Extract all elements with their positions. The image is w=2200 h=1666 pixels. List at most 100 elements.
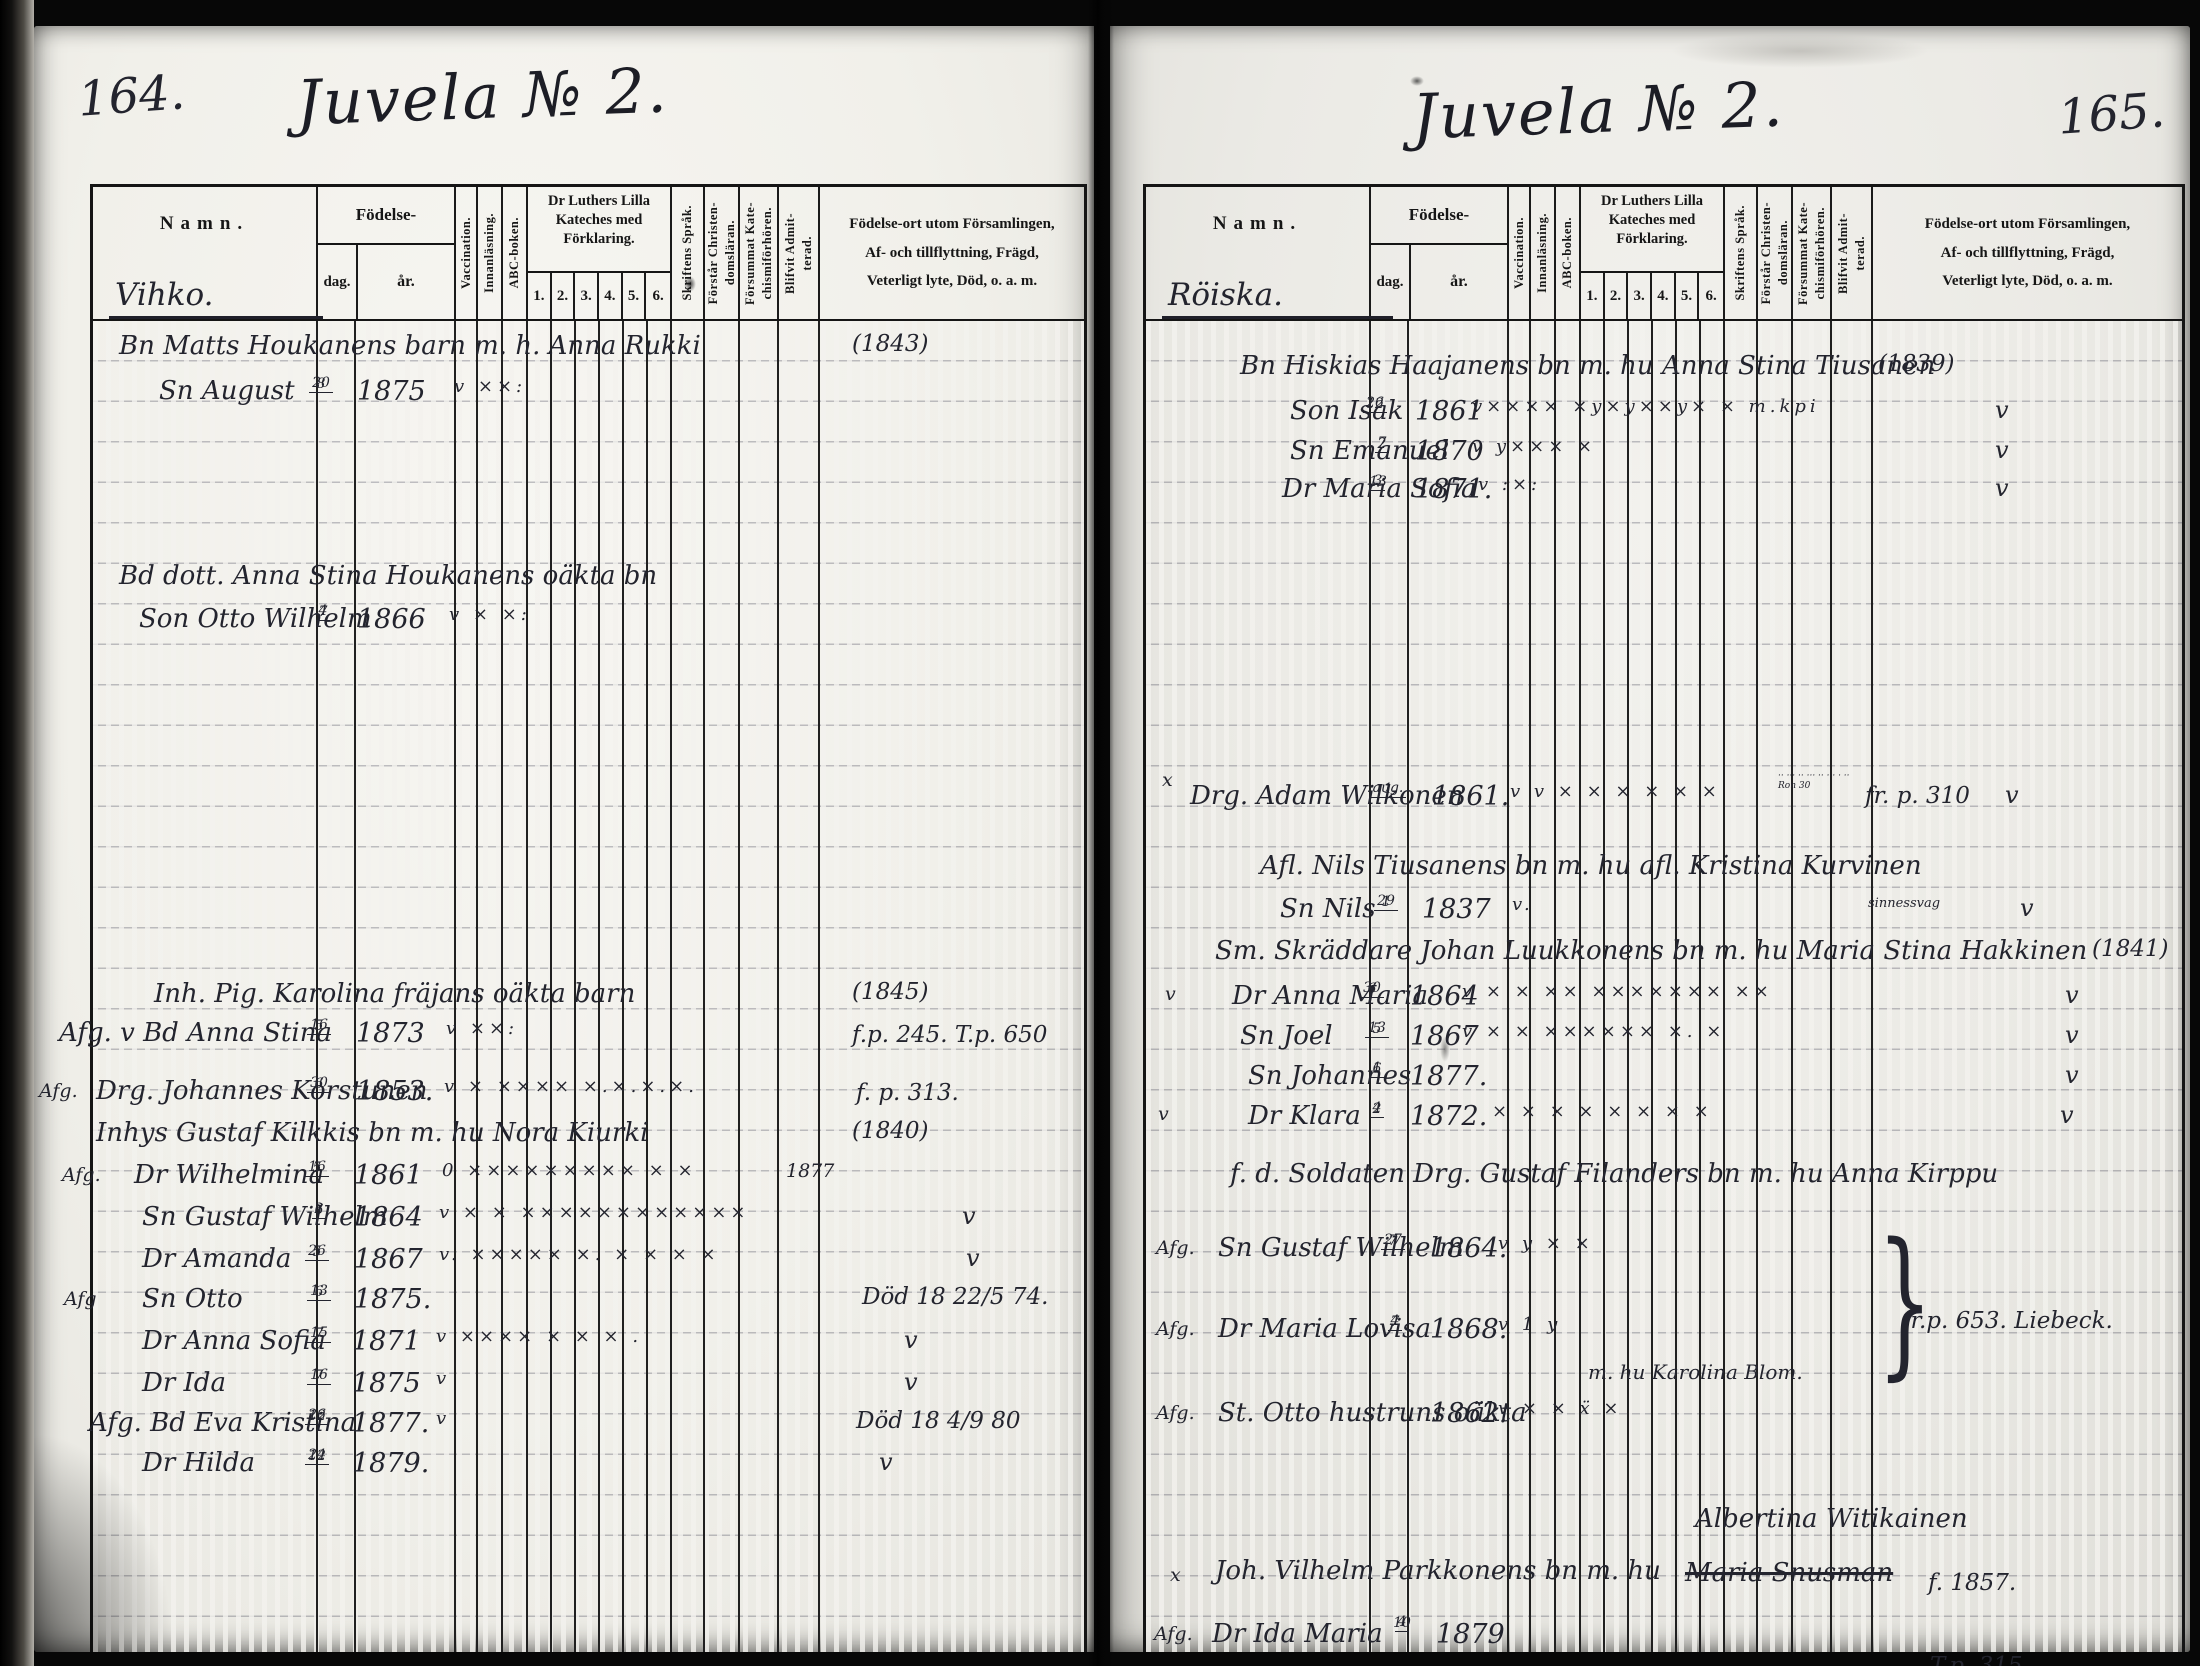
birth-day: 24	[305, 1448, 329, 1465]
person-name: Afg. v Bd Anna Stina	[59, 1018, 332, 1048]
person-name: Bn Matts Houkanens barn m. h. Anna Rukki	[119, 331, 701, 361]
check-mark: v	[2065, 1021, 2079, 1049]
body-col	[1725, 321, 1758, 1652]
person-name: Drg. Adam Wilkonen	[1190, 781, 1464, 811]
left-page: 164. Juvela № 2. Namn. Vihko. Födelse- d…	[34, 26, 1094, 1652]
birth-year: 1879	[1436, 1619, 1505, 1650]
margin-note: x	[1162, 769, 1173, 791]
body-col	[356, 321, 456, 1652]
birth-day: 20	[309, 376, 333, 393]
birth-month: 12	[1366, 396, 1384, 412]
birth-day: 3	[1370, 474, 1386, 491]
exam-marks: v × × ẍ ×	[1498, 1398, 1623, 1419]
birth-month: 6	[314, 1202, 324, 1218]
column-abc-boken: ABC-boken.	[503, 187, 528, 319]
column-skriftens-sprak: Skriftens Språk.	[672, 187, 705, 319]
kateches-col-5: 5.	[1676, 273, 1700, 319]
table-header: Namn. Röiska. Födelse- dag. år. Vaccinat…	[1146, 187, 2182, 321]
birth-year: 1853.	[356, 1076, 434, 1107]
fodelseort-line: Födelse-ort utom Församlingen,	[849, 216, 1055, 233]
admitted-year: 1877	[786, 1160, 835, 1182]
birth-year: 1879.	[352, 1448, 430, 1479]
body-col	[552, 321, 576, 1652]
column-kateches: Dr Luthers Lilla Kateches med Förklaring…	[1581, 187, 1725, 319]
kateches-col-5: 5.	[623, 273, 647, 319]
corrected-name: Albertina Witikainen	[1695, 1504, 1968, 1534]
birth-year: 1875.	[354, 1284, 432, 1315]
person-name: Sn Otto	[142, 1284, 243, 1314]
check-mark: v	[2005, 781, 2019, 809]
body-col	[576, 321, 600, 1652]
birth-day: 26	[305, 1244, 329, 1261]
exam-marks: v. ××××× ×. × × × ×	[439, 1244, 720, 1265]
column-kateches-title: Dr Luthers Lilla Kateches med Förklaring…	[1581, 187, 1723, 271]
birth-year: 1872.	[1410, 1101, 1488, 1132]
person-name: Sn Joel	[1240, 1021, 1333, 1051]
exam-marks: v y××× ×	[1472, 436, 1597, 457]
column-ar-label: år.	[397, 273, 415, 290]
kateches-col-6: 6.	[1705, 287, 1717, 304]
column-forsummat: Försummat Kate-chismiförhören.	[740, 187, 779, 319]
body-col	[1531, 321, 1556, 1652]
birth-month: 8	[316, 376, 326, 392]
birth-month: 1	[1381, 894, 1391, 910]
fodelseort-line: Veterligt lyte, Död, o. a. m.	[1942, 273, 2113, 290]
birth-year: 1870	[1415, 436, 1484, 467]
kateches-line: Förklaring.	[563, 230, 635, 247]
person-name: Dr Anna Maria	[1232, 981, 1428, 1011]
check-mark: v	[1995, 474, 2009, 502]
body-col	[478, 321, 503, 1652]
birth-day: 13	[307, 1284, 331, 1301]
person-name: Sn Gustaf Wilhelm	[142, 1202, 388, 1232]
birth-year: 1864.	[1430, 1233, 1508, 1264]
person-name: Dr Anna Sofia	[142, 1326, 326, 1356]
body-col	[1556, 321, 1581, 1652]
body-col	[1409, 321, 1509, 1652]
birth-month: 2	[1372, 1101, 1382, 1117]
person-name: Dr Maria Sofia	[1282, 474, 1477, 504]
body-col	[1629, 321, 1653, 1652]
table-body-grid	[1146, 321, 2182, 1652]
birth-year: 1864	[1410, 981, 1479, 1012]
birth-month: 10	[1393, 1615, 1411, 1631]
brace-note: fr.p. 653. Liebeck.	[1902, 1308, 2113, 1334]
birth-day: 4	[1387, 1314, 1403, 1331]
kateches-subcolumns: 1. 2. 3. 4. 5. 6.	[528, 271, 670, 319]
margin-note: Afg.	[1156, 1318, 1195, 1340]
handwritten-entries: Bn Hiskias Haajanens bn m. hu Anna Stina…	[1110, 26, 2190, 1666]
person-name: Drg. Johannes Korstunen	[96, 1076, 428, 1106]
body-col	[1701, 321, 1725, 1652]
tiny-margin-note: ·· ··· ·· ··· ·· ··· · ·· Ron 30	[1778, 771, 1850, 792]
margin-note: x	[1170, 1564, 1181, 1586]
margin-note: Afg.	[1154, 1623, 1193, 1645]
entry-note: T.p. 315.	[1930, 1653, 2030, 1666]
entry-note: Död 18 22/5 74.	[862, 1284, 1049, 1310]
margin-note: Afg.	[39, 1080, 78, 1102]
birth-month: 12	[308, 1448, 326, 1464]
column-namn-label: Namn.	[159, 213, 250, 234]
village-name: Röiska.	[1162, 277, 1393, 319]
record-table: Namn. Röiska. Födelse- dag. år. Vaccinat…	[1143, 184, 2185, 1652]
column-kateches-title: Dr Luthers Lilla Kateches med Förklaring…	[528, 187, 670, 271]
exam-marks: v ××:	[446, 1018, 519, 1039]
birth-month: 6	[1367, 981, 1377, 997]
check-mark: v	[2065, 1061, 2079, 1089]
column-namn: Namn. Vihko.	[93, 187, 324, 319]
kateches-col-1: 1.	[1581, 273, 1605, 319]
person-name: Sn Emanuel	[1290, 436, 1450, 466]
exam-marks: v × ×:	[449, 604, 531, 625]
book-spine-edge	[0, 0, 34, 1666]
birth-month: 1	[1383, 781, 1393, 797]
birth-month: 6	[314, 1284, 324, 1300]
birth-month: 5	[1372, 1021, 1382, 1037]
kateches-line: Dr Luthers Lilla	[547, 193, 651, 209]
fodelseort-line: Veterligt lyte, Död, o. a. m.	[866, 273, 1038, 290]
column-blifvit: Blifvit Admit-terad.	[779, 187, 820, 319]
record-table: Namn. Vihko. Födelse- dag. år. Vaccinati…	[90, 184, 1087, 1652]
person-name: Dr Maria Lovisa	[1218, 1314, 1431, 1344]
column-forsummat: Försummat Kate-chismiförhören.	[1793, 187, 1832, 319]
birth-month: 2	[1377, 436, 1387, 452]
check-mark: v	[904, 1326, 918, 1354]
person-name: Inh. Pig. Karolina fräjans oäkta barn	[154, 979, 636, 1009]
